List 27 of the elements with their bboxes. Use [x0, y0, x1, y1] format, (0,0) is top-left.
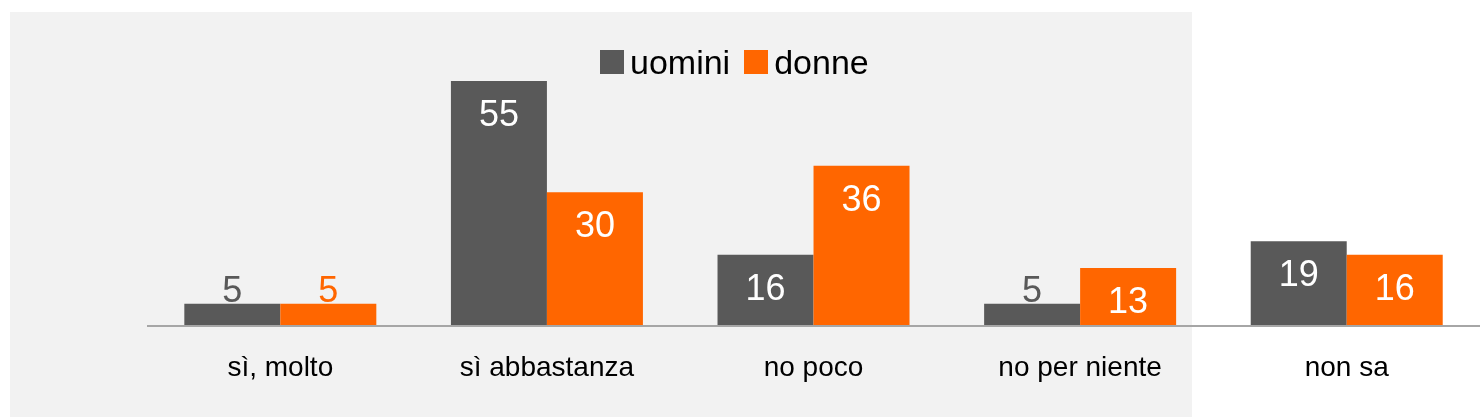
data-label: 55: [478, 93, 519, 134]
bar: [1080, 268, 1177, 326]
data-label: 19: [1278, 253, 1319, 295]
bar: [184, 303, 281, 326]
bar: [1250, 241, 1347, 326]
bar: [280, 303, 377, 326]
data-label: 36: [841, 177, 882, 219]
legend-label: uomini: [630, 42, 731, 83]
x-tick-label: no poco: [763, 350, 864, 382]
data-label: 30: [574, 204, 615, 246]
data-label: 16: [1374, 266, 1415, 308]
data-label: 5: [318, 268, 339, 310]
data-label: 5: [1022, 268, 1043, 310]
x-tick-label: sì abbastanza: [459, 350, 635, 382]
data-label: 5: [222, 268, 243, 310]
legend-label: donne: [774, 42, 869, 83]
bar: [450, 81, 547, 326]
data-label: 16: [745, 266, 786, 308]
bar: [1346, 254, 1443, 326]
bar: [546, 192, 643, 326]
data-label: 13: [1108, 280, 1149, 322]
bar: [813, 165, 910, 326]
x-tick-label: non sa: [1304, 350, 1390, 382]
bar: [717, 254, 814, 326]
x-tick-label: no per niente: [998, 350, 1162, 382]
x-tick-label: sì, molto: [227, 350, 334, 382]
bar: [984, 303, 1081, 326]
